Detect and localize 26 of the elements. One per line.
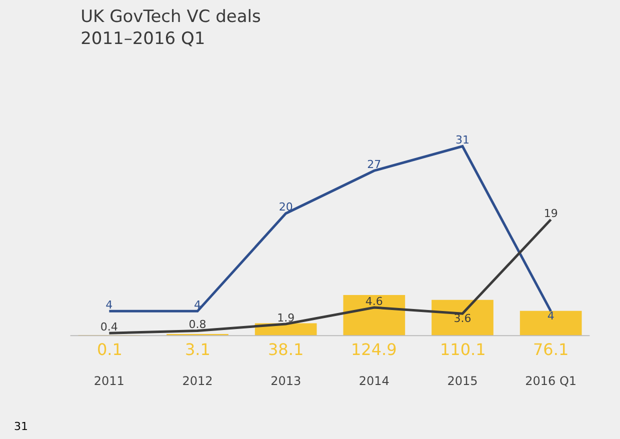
x-tick-label: 2012 [182,374,213,388]
data-label: 27 [367,158,382,171]
data-label: 110.1 [440,340,486,359]
data-label: 3.1 [185,340,210,359]
data-label: 1.9 [277,311,295,324]
x-tick-label: 2015 [447,374,478,388]
data-label: 76.1 [533,340,569,359]
chart-title: UK GovTech VC deals 2011–2016 Q1 [80,6,262,50]
data-label: 4.6 [365,294,383,308]
data-label: 4 [547,309,554,322]
data-label: 38.1 [268,340,304,359]
x-tick-label: 2011 [94,374,124,388]
data-label: 19 [544,206,558,220]
data-label: 20 [278,200,293,214]
text: 31 [14,420,28,433]
data-label: 4 [106,298,113,312]
x-tick-label: 2016 Q1 [525,374,577,388]
data-label: 3.6 [454,312,472,325]
data-label: 0.4 [100,320,118,334]
data-label: 4 [194,298,201,312]
data-label: 0.8 [188,318,206,331]
x-tick-label: 2013 [270,374,302,388]
data-label: 124.9 [351,340,397,359]
data-label: 0.1 [97,340,122,359]
x-tick-label: 2014 [358,374,390,388]
data-label: 31 [456,134,470,147]
